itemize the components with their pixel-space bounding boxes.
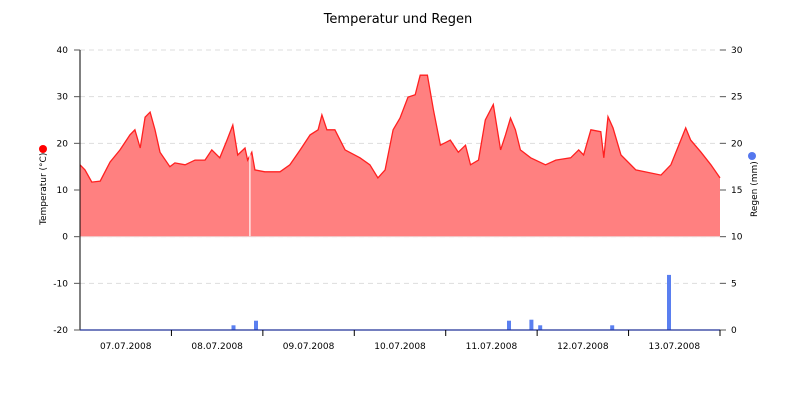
left-axis-title: Temperatur (°C) bbox=[39, 153, 49, 226]
rain-bar bbox=[538, 325, 543, 330]
chart-title: Temperatur und Regen bbox=[323, 12, 473, 27]
right-tick-label: 30 bbox=[731, 46, 743, 56]
rain-bar bbox=[667, 274, 671, 330]
x-tick-label: 11.07.2008 bbox=[466, 342, 518, 352]
right-tick-label: 15 bbox=[731, 186, 742, 196]
left-tick-label: -10 bbox=[53, 279, 68, 289]
right-tick-label: 20 bbox=[731, 139, 743, 149]
x-tick-label: 10.07.2008 bbox=[374, 342, 426, 352]
rain-legend-marker-icon bbox=[748, 152, 756, 160]
rain-bar bbox=[610, 325, 615, 330]
left-axis-legend: Temperatur (°C) bbox=[39, 145, 49, 226]
right-tick-label: 5 bbox=[731, 279, 737, 289]
rain-series bbox=[231, 274, 671, 330]
rain-bar bbox=[507, 320, 511, 330]
temperature-series bbox=[79, 74, 721, 238]
temperature-area bbox=[80, 75, 720, 237]
right-tick-label: 10 bbox=[731, 233, 743, 243]
rain-bar bbox=[254, 320, 258, 330]
right-tick-label: 0 bbox=[731, 326, 737, 336]
x-tick-label: 12.07.2008 bbox=[557, 342, 609, 352]
left-tick-label: -20 bbox=[53, 326, 68, 336]
left-tick-label: 0 bbox=[62, 233, 68, 243]
x-tick-label: 09.07.2008 bbox=[283, 342, 335, 352]
temperature-line bbox=[79, 74, 721, 183]
axes: 40 30 20 10 0 -10 -20 30 25 20 15 10 5 0 07.07.2008 08.… bbox=[53, 46, 742, 352]
left-tick-label: 20 bbox=[57, 139, 69, 149]
x-tick-label: 13.07.2008 bbox=[649, 342, 701, 352]
rain-bar bbox=[529, 319, 534, 330]
right-tick-label: 25 bbox=[731, 93, 742, 103]
left-tick-label: 10 bbox=[57, 186, 69, 196]
rain-bar bbox=[231, 325, 236, 330]
left-tick-label: 30 bbox=[57, 93, 69, 103]
right-axis-title: Regen (mm) bbox=[750, 161, 760, 217]
x-tick-label: 07.07.2008 bbox=[100, 342, 152, 352]
left-tick-label: 40 bbox=[57, 46, 69, 56]
x-tick-label: 08.07.2008 bbox=[191, 342, 243, 352]
right-axis-legend: Regen (mm) bbox=[748, 152, 760, 217]
temperature-legend-marker-icon bbox=[39, 145, 47, 153]
